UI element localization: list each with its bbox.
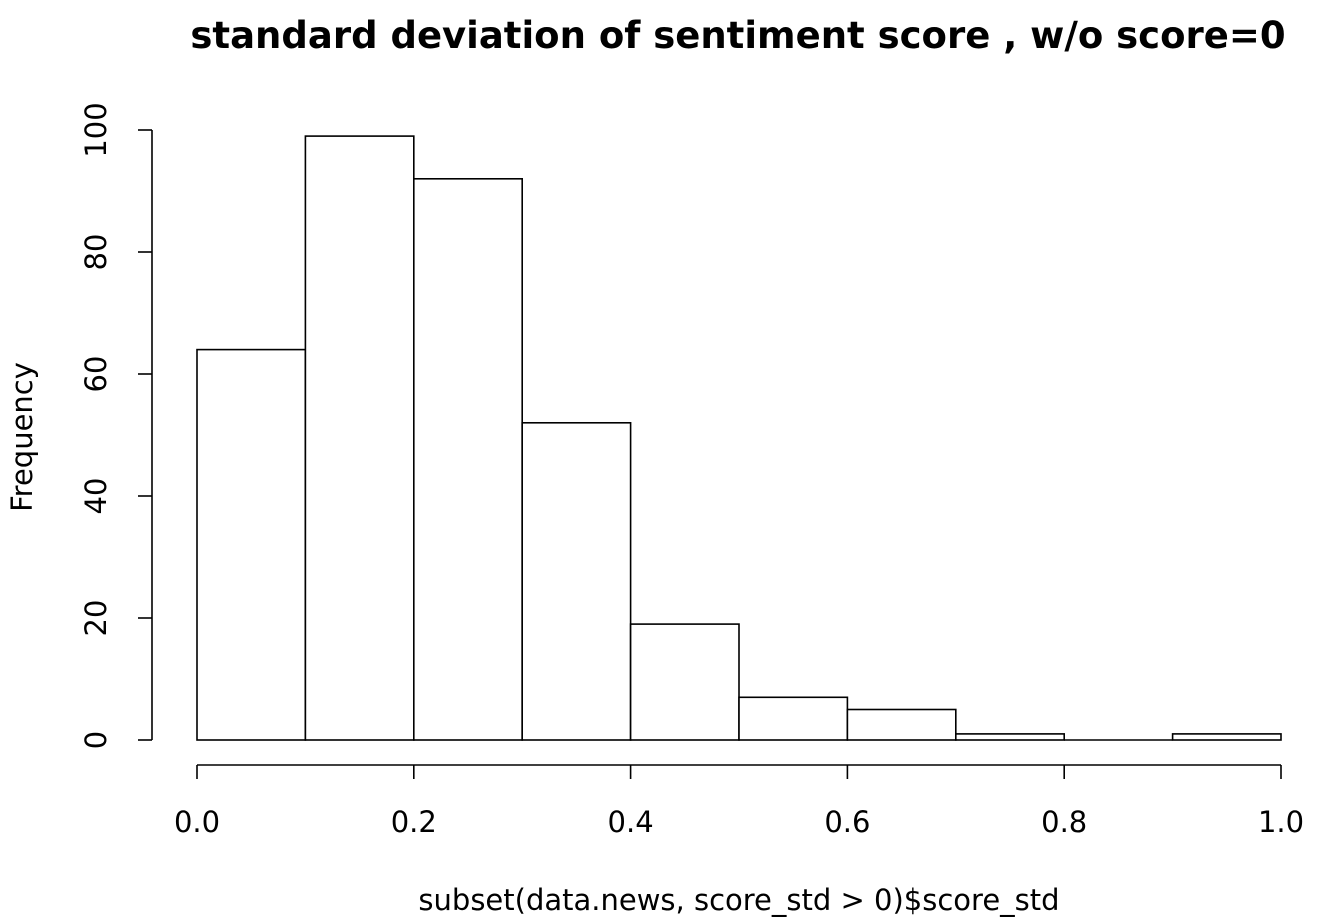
- y-tick-label: 60: [79, 356, 113, 393]
- x-axis-label: subset(data.news, score_std > 0)$score_s…: [418, 883, 1059, 917]
- y-tick-label: 40: [79, 478, 113, 515]
- x-axis: 0.0 0.2 0.4 0.6 0.8 1.0: [174, 764, 1304, 839]
- chart-title: standard deviation of sentiment score , …: [190, 14, 1285, 57]
- histogram-bar: [196, 348, 307, 741]
- x-tick-label: 0.8: [1041, 805, 1087, 839]
- x-tick-label: 0.6: [824, 805, 870, 839]
- y-tick-label: 80: [79, 234, 113, 271]
- histogram-bar: [412, 178, 523, 741]
- y-tick-label: 100: [79, 102, 113, 157]
- bars-group: [196, 135, 1282, 741]
- y-axis: 0 20 40 60 80 100: [79, 102, 153, 749]
- x-tick-label: 0.4: [608, 805, 654, 839]
- histogram-bar: [521, 421, 632, 741]
- histogram-bar: [1171, 733, 1282, 741]
- x-tick-label: 0.2: [391, 805, 437, 839]
- histogram-bar: [304, 135, 415, 741]
- histogram-bar: [738, 696, 849, 741]
- x-tick-label: 1.0: [1258, 805, 1304, 839]
- x-tick-label: 0.0: [174, 805, 220, 839]
- histogram-bar: [846, 708, 957, 741]
- y-axis-label: Frequency: [5, 362, 39, 512]
- histogram-bar: [629, 623, 740, 741]
- y-tick-label: 20: [79, 600, 113, 637]
- histogram-bar: [954, 733, 1065, 741]
- y-tick-label: 0: [79, 731, 113, 749]
